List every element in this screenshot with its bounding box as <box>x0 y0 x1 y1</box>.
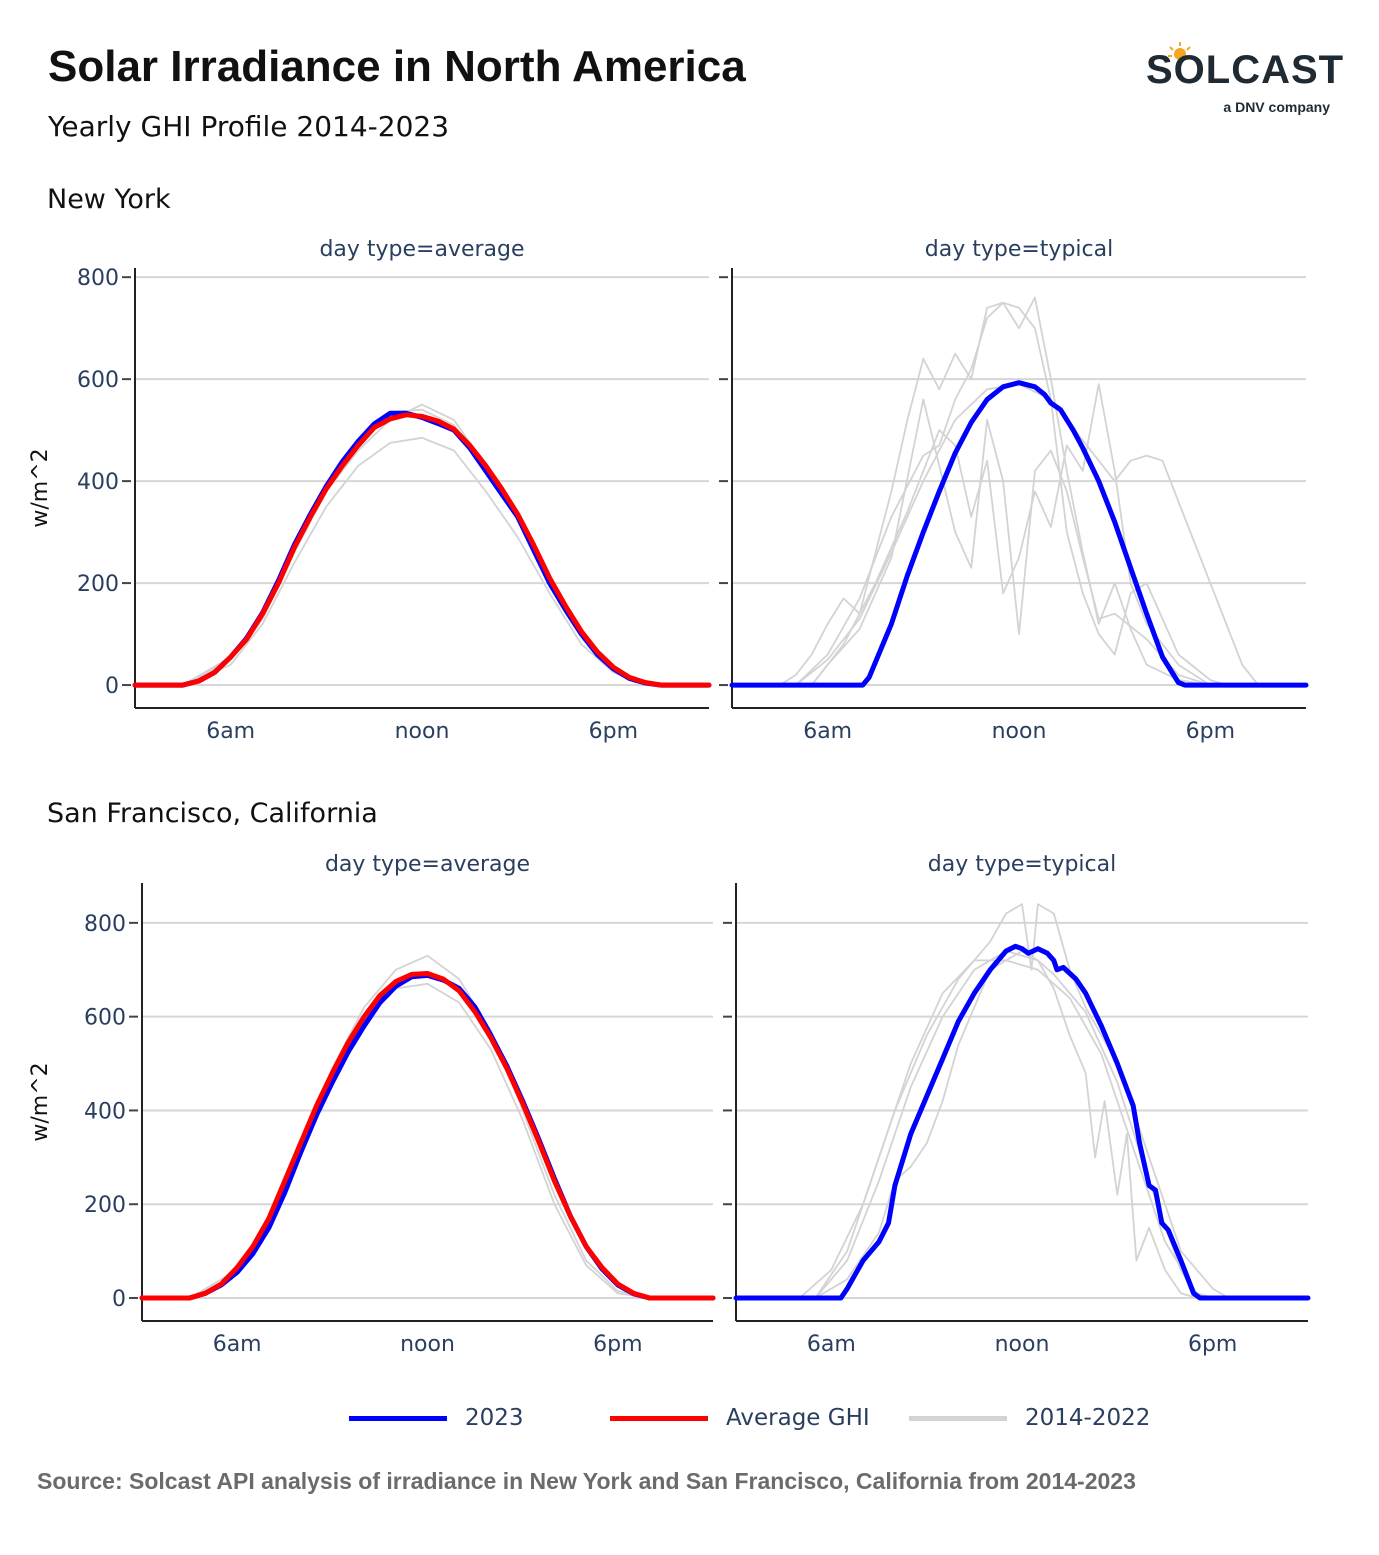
x-tick-label: 6pm <box>1186 719 1235 744</box>
series-line-2014-2022 <box>731 301 1307 686</box>
logo-subtext: a DNV company <box>1223 99 1330 115</box>
series-line-2014-2022 <box>141 954 714 1299</box>
panel-title: day type=typical <box>925 237 1113 262</box>
legend-swatch <box>610 1415 708 1421</box>
page-title: Solar Irradiance in North America <box>48 42 746 91</box>
y-tick-label: 600 <box>84 1006 126 1031</box>
chart-panel: 6am noon 6pm day type=typical <box>723 852 1311 1357</box>
x-tick-label: 6am <box>803 719 852 744</box>
series-line-average-ghi <box>132 412 712 688</box>
page-subtitle: Yearly GHI Profile 2014-2023 <box>48 110 450 143</box>
source-note: Source: Solcast API analysis of irradian… <box>37 1468 1136 1494</box>
series-line-2014-2022 <box>735 959 1309 1299</box>
section-title-san-francisco: San Francisco, California <box>47 798 378 829</box>
y-tick-label: 400 <box>84 1099 126 1124</box>
sun-icon <box>1168 42 1191 60</box>
y-tick-label: 0 <box>105 674 119 699</box>
series-line-2014-2022 <box>141 982 714 1299</box>
y-tick-label: 0 <box>112 1287 126 1312</box>
x-tick-label: 6am <box>206 719 255 744</box>
y-tick-label: 600 <box>77 368 119 393</box>
legend: 2023 Average GHI 2014-2022 <box>0 1405 1379 1439</box>
panel-title: day type=typical <box>928 852 1116 877</box>
x-tick-label: noon <box>992 719 1047 744</box>
chart-panel: 6am noon 6pm day type=typical <box>719 237 1309 744</box>
y-tick-label: 800 <box>84 912 126 937</box>
x-tick-label: noon <box>995 1332 1050 1357</box>
panel-title: day type=average <box>325 852 530 877</box>
legend-item-2023[interactable]: 2023 <box>349 1405 524 1431</box>
legend-swatch <box>909 1415 1007 1421</box>
x-tick-label: noon <box>395 719 450 744</box>
x-tick-label: noon <box>400 1332 455 1357</box>
series-line-2014-2022 <box>134 403 710 686</box>
legend-label: 2023 <box>465 1405 524 1431</box>
panel-title: day type=average <box>319 237 524 262</box>
legend-label: Average GHI <box>726 1405 870 1431</box>
series-line-2014-2022 <box>134 436 710 686</box>
x-tick-label: 6pm <box>593 1332 642 1357</box>
y-tick-label: 400 <box>77 470 119 495</box>
x-tick-label: 6am <box>807 1332 856 1357</box>
y-tick-label: 200 <box>84 1193 126 1218</box>
series-line-2023 <box>139 972 716 1301</box>
section-title-new-york: New York <box>47 184 171 215</box>
series-line-2014-2022 <box>731 383 1307 686</box>
chart-panel: 0 200 400 600 800 6am noon 6pm day type=average w… <box>28 237 712 744</box>
x-tick-label: 6pm <box>589 719 638 744</box>
series-line-2023 <box>729 380 1309 688</box>
series-line-2014-2022 <box>735 903 1309 1299</box>
series-line-average-ghi <box>139 971 716 1301</box>
legend-swatch <box>349 1415 447 1421</box>
series-line-2023 <box>733 943 1311 1301</box>
chart-panel: 0 200 400 600 800 6am noon 6pm day type=average w… <box>28 852 716 1357</box>
legend-item-average-ghi[interactable]: Average GHI <box>610 1405 870 1431</box>
series-line-2014-2022 <box>134 408 710 686</box>
series-line-2014-2022 <box>731 383 1307 686</box>
logo-text: SOLCAST <box>1146 48 1345 92</box>
y-axis-label: w/m^2 <box>28 1062 53 1141</box>
y-axis-label: w/m^2 <box>28 448 53 527</box>
series-line-2014-2022 <box>731 398 1307 686</box>
x-tick-label: 6am <box>213 1332 262 1357</box>
y-tick-label: 800 <box>77 266 119 291</box>
legend-item-2014-2022[interactable]: 2014-2022 <box>909 1405 1150 1431</box>
series-line-2014-2022 <box>735 950 1309 1299</box>
series-line-2014-2022 <box>735 950 1309 1299</box>
solcast-logo: SOLCAST a DNV company <box>1140 38 1343 123</box>
x-tick-label: 6pm <box>1188 1332 1237 1357</box>
y-tick-label: 200 <box>77 572 119 597</box>
series-line-2023 <box>132 410 712 688</box>
legend-label: 2014-2022 <box>1025 1405 1151 1431</box>
